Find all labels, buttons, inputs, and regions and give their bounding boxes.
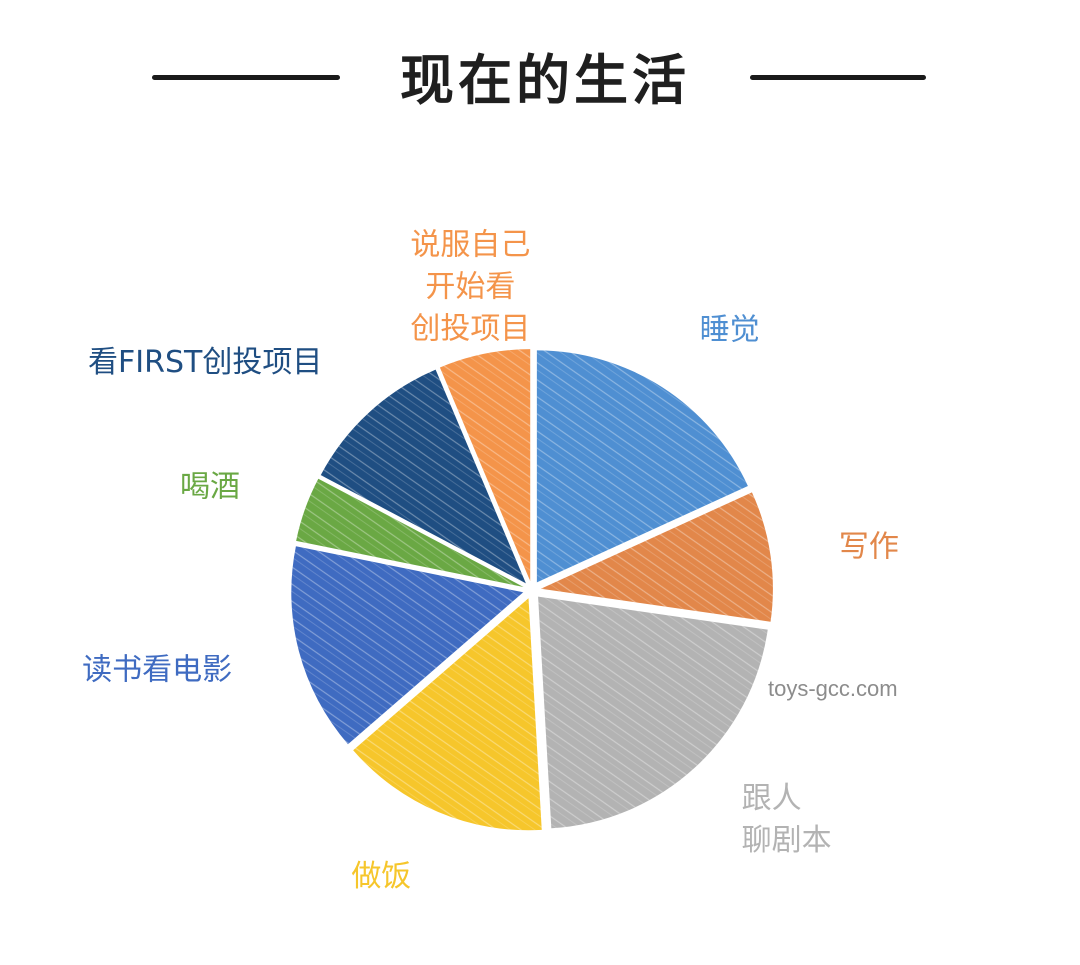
pie-slice-texture	[296, 478, 524, 587]
pie-slice-texture	[439, 349, 531, 582]
pie-slice-texture	[353, 598, 542, 831]
title-area: 现在的生活	[0, 30, 1080, 120]
slice-label: 睡觉	[700, 313, 760, 348]
slice-label: 读书看电影	[82, 652, 232, 687]
slice-label: 开始看	[425, 270, 515, 305]
slice-label: 聊剧本	[742, 823, 832, 858]
title-rule-right	[750, 75, 926, 80]
pie-slice-texture	[291, 546, 524, 745]
chart-title: 现在的生活	[400, 49, 690, 112]
pie-slice-texture	[540, 492, 773, 622]
pie-slice-texture	[320, 369, 526, 584]
slice-label: 写作	[839, 529, 899, 564]
pie-slice-texture	[538, 596, 768, 829]
slice-label: 跟人	[742, 781, 802, 816]
slice-label: 说服自己	[410, 228, 530, 263]
slice-label: 看FIRST创投项目	[88, 345, 322, 380]
title-rule-left	[152, 75, 340, 80]
slice-label: 喝酒	[180, 469, 240, 504]
pie-slice-texture	[536, 350, 748, 583]
slice-label: 创投项目	[410, 312, 530, 347]
watermark-text: toys-gcc.com	[768, 676, 898, 701]
slice-label: 做饭	[351, 859, 411, 894]
